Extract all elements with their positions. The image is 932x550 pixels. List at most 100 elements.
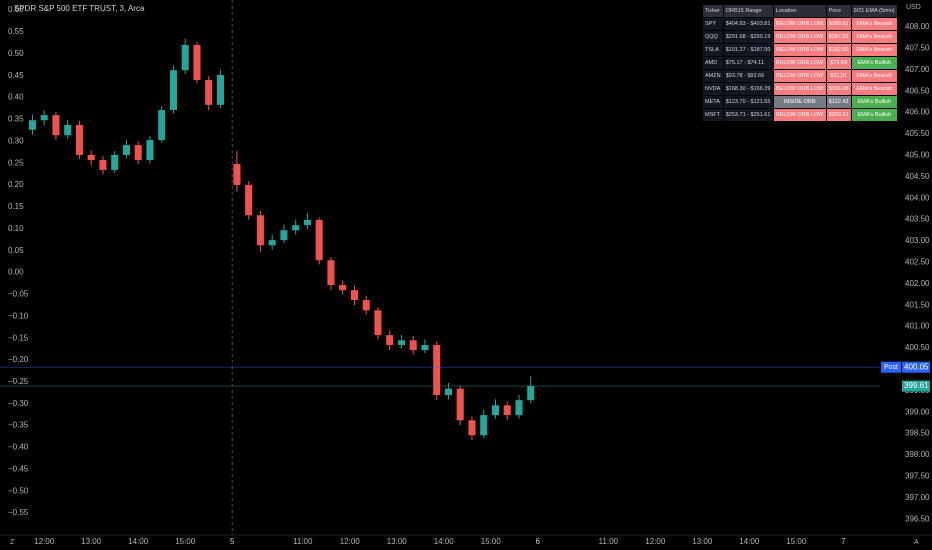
x-tick-label: 11:00 — [599, 537, 619, 546]
table-header: Ticker — [702, 4, 724, 18]
candle-body — [111, 154, 119, 170]
table-cell: EMA's Bearish — [850, 82, 899, 96]
table-cell: EMA's Bullish — [850, 56, 899, 70]
y-tick-label: 0.05 — [8, 246, 24, 255]
candle-body — [52, 115, 60, 136]
table-cell: $93.78 - $92.66 — [722, 69, 774, 83]
candle-body — [205, 80, 213, 105]
table-row: AMD $75.17 - $74.11 BELOW ORB LOW $73.64 EMA… — [702, 56, 899, 70]
candle-body — [216, 74, 224, 105]
y2-tick-label: 405.50 — [905, 129, 930, 138]
table-row: TSLA $191.27 - $187.50 BELOW ORB LOW $182.5… — [702, 43, 899, 57]
candle-body — [292, 225, 300, 231]
candle-body — [409, 340, 417, 351]
y2-tick-label: 404.50 — [905, 172, 930, 181]
post-badge — [881, 361, 901, 373]
y-tick-label: −0.50 — [8, 486, 29, 495]
y-tick-label: −0.40 — [8, 443, 29, 452]
candle-body — [397, 340, 405, 345]
candle-body — [134, 145, 142, 161]
table-header: ORB15 Range — [722, 4, 774, 18]
candle-body — [87, 154, 95, 161]
table-cell: EMA's Bearish — [850, 30, 899, 44]
table-cell: BELOW ORB LOW — [772, 108, 827, 122]
y2-tick-label: 401.00 — [905, 322, 930, 331]
candle-body — [158, 109, 166, 140]
candle-body — [421, 344, 429, 351]
table-cell: INSIDE ORB — [772, 95, 827, 109]
y2-tick-label: 396.50 — [905, 514, 930, 523]
y-tick-label: −0.25 — [8, 377, 29, 386]
candle-body — [40, 115, 48, 121]
table-cell: $168.30 - $166.39 — [722, 82, 774, 96]
x-tick-label: 12:00 — [340, 537, 361, 546]
candle-body — [256, 215, 264, 246]
y-tick-label: −0.20 — [8, 355, 29, 364]
table-row: MSFT $253.71 - $251.61 BELOW ORB LOW $250.2… — [702, 108, 899, 122]
table-cell: BELOW ORB LOW — [772, 82, 827, 96]
table-cell: QQQ — [702, 30, 724, 44]
table-cell: $122.43 — [825, 95, 852, 109]
y-tick-label: −0.05 — [8, 290, 29, 299]
x-tick-label: 15:00 — [175, 537, 196, 546]
x-tick-label: 15:00 — [786, 537, 807, 546]
table-cell: $73.64 — [825, 56, 852, 70]
y2-tick-label: 403.50 — [905, 215, 930, 224]
table-cell: EMA's Bearish — [850, 43, 899, 57]
y-tick-label: 0.60 — [8, 5, 24, 14]
y2-tick-label: 397.50 — [905, 471, 930, 480]
table-cell: AMD — [702, 56, 724, 70]
table-header: Location — [772, 4, 827, 18]
y-tick-label: 0.10 — [8, 224, 24, 233]
y-tick-label: 0.55 — [8, 27, 24, 36]
candle-body — [233, 163, 241, 185]
price-badge-label: 400.05 — [904, 362, 929, 371]
price-badge-label: 399.61 — [904, 381, 929, 390]
table-cell: META — [702, 95, 724, 109]
table-cell: SPY — [702, 17, 724, 31]
y2-tick-label: 402.00 — [905, 279, 930, 288]
y-tick-label: −0.45 — [8, 464, 29, 473]
table-row: SPY $404.93 - $403.81 BELOW ORB LOW $399.61… — [702, 17, 899, 31]
axis-unit: USD — [906, 4, 921, 11]
candle-body — [64, 124, 72, 136]
candle-body — [386, 335, 394, 345]
candle-body — [480, 415, 488, 436]
y2-tick-label: 405.00 — [905, 150, 930, 159]
x-tick-label: 13:00 — [692, 537, 713, 546]
table-cell: EMA's Bearish — [850, 69, 899, 83]
table-cell: EMA's Bullish — [850, 95, 899, 109]
x-tick-label: 11:00 — [293, 537, 313, 546]
table-row: META $123.70 - $121.65 INSIDE ORB $122.43 EM… — [702, 95, 899, 109]
candle-body — [503, 405, 511, 416]
candle-body — [339, 285, 347, 291]
x-tick-label: 6 — [536, 537, 541, 546]
y2-tick-label: 403.00 — [905, 236, 930, 245]
y-tick-label: 0.00 — [8, 268, 24, 277]
y-tick-label: 0.30 — [8, 136, 24, 145]
candle-body — [193, 44, 201, 81]
candle-body — [491, 405, 499, 416]
post-badge-label: Post — [884, 364, 898, 371]
table-cell: $291.68 - $290.19 — [722, 30, 774, 44]
auto-scale-button[interactable]: A — [914, 539, 919, 546]
table-cell: TSLA — [702, 43, 724, 57]
table-cell: BELOW ORB LOW — [772, 43, 827, 57]
table-cell: BELOW ORB LOW — [772, 17, 827, 31]
table-cell: $287.52 — [825, 30, 852, 44]
table-cell: NVDA — [702, 82, 724, 96]
candle-body — [146, 139, 154, 161]
y-tick-label: 0.25 — [8, 158, 24, 167]
x-tick-label: 7 — [841, 537, 846, 546]
x-tick-label: 12:00 — [645, 537, 666, 546]
x-tick-label: 14:00 — [739, 537, 760, 546]
y2-tick-label: 408.00 — [905, 22, 930, 31]
table-cell: $250.21 — [825, 108, 852, 122]
table-header-row: Ticker ORB15 Range Location Price 9/21 EMA (… — [702, 4, 899, 18]
y2-tick-label: 401.50 — [905, 300, 930, 309]
orb-table: Ticker ORB15 Range Location Price 9/21 EMA (… — [702, 4, 899, 122]
candle-body — [181, 44, 189, 71]
candle-body — [468, 420, 476, 436]
x-tick-label: 5 — [230, 537, 235, 546]
